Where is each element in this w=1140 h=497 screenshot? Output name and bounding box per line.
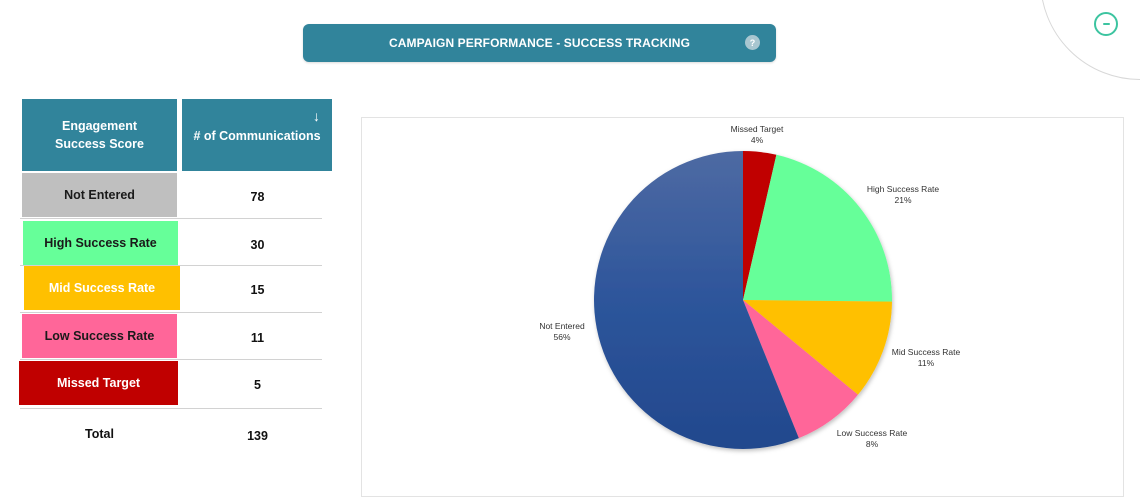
- pie-label-category: High Success Rate: [866, 184, 940, 194]
- total-value: 139: [247, 429, 268, 443]
- total-label: Total: [85, 427, 114, 441]
- row-divider: [20, 408, 322, 409]
- pie-label-percent: 21%: [894, 195, 912, 205]
- column-header-count-label: # of Communications: [193, 129, 321, 143]
- communications-count: 30: [250, 238, 265, 252]
- pie-data-label: Low Success Rate 8%: [837, 428, 907, 450]
- pie-label-percent: 8%: [865, 439, 879, 449]
- pie-label-category: Not Entered: [539, 321, 585, 331]
- score-label-missed-target: Missed Target: [19, 361, 178, 405]
- minus-icon: [1102, 23, 1110, 25]
- sort-descending-icon[interactable]: ↓: [313, 108, 320, 124]
- pie-slice-mid-success-rate[interactable]: [743, 300, 892, 395]
- score-label-not-entered: Not Entered: [22, 173, 177, 217]
- communications-count: 11: [250, 331, 265, 345]
- column-header-score-label: Engagement Success Score: [55, 119, 144, 151]
- pie-label-category: Missed Target: [730, 124, 784, 134]
- pie-label-percent: 56%: [553, 332, 571, 342]
- communications-count: 15: [250, 283, 265, 297]
- communications-count: 5: [254, 378, 261, 392]
- score-label-mid-success-rate: Mid Success Rate: [24, 266, 180, 310]
- pie-data-label: Not Entered 56%: [539, 321, 584, 343]
- dashboard-title: CAMPAIGN PERFORMANCE - SUCCESS TRACKING: [388, 36, 691, 50]
- collapse-button[interactable]: [1094, 12, 1118, 36]
- row-divider: [20, 218, 322, 219]
- pie-slice-low-success-rate[interactable]: [743, 300, 858, 439]
- pie-label-category: Low Success Rate: [836, 428, 908, 438]
- score-label-low-success-rate: Low Success Rate: [22, 314, 177, 358]
- column-header-count[interactable]: ↓ # of Communications: [182, 99, 332, 171]
- pie-data-label: Missed Target 4%: [731, 124, 784, 146]
- help-icon[interactable]: ?: [745, 35, 760, 50]
- pie-label-category: Mid Success Rate: [891, 347, 961, 357]
- pie-label-percent: 4%: [750, 135, 764, 145]
- pie-data-label: High Success Rate 21%: [867, 184, 939, 206]
- pie-label-percent: 11%: [917, 358, 935, 368]
- column-header-score: Engagement Success Score: [22, 99, 177, 171]
- pie-data-label: Mid Success Rate 11%: [892, 347, 961, 369]
- dashboard-title-bar: CAMPAIGN PERFORMANCE - SUCCESS TRACKING …: [303, 24, 776, 62]
- pie-chart: [594, 151, 892, 450]
- pie-slice-high-success-rate[interactable]: [743, 154, 892, 302]
- row-divider: [20, 312, 322, 313]
- score-label-high-success-rate: High Success Rate: [23, 221, 178, 265]
- pie-slice-missed-target[interactable]: [743, 151, 777, 300]
- communications-count: 78: [250, 190, 265, 204]
- pie-slice-not-entered[interactable]: [594, 151, 799, 450]
- row-divider: [20, 359, 322, 360]
- row-divider: [20, 265, 322, 266]
